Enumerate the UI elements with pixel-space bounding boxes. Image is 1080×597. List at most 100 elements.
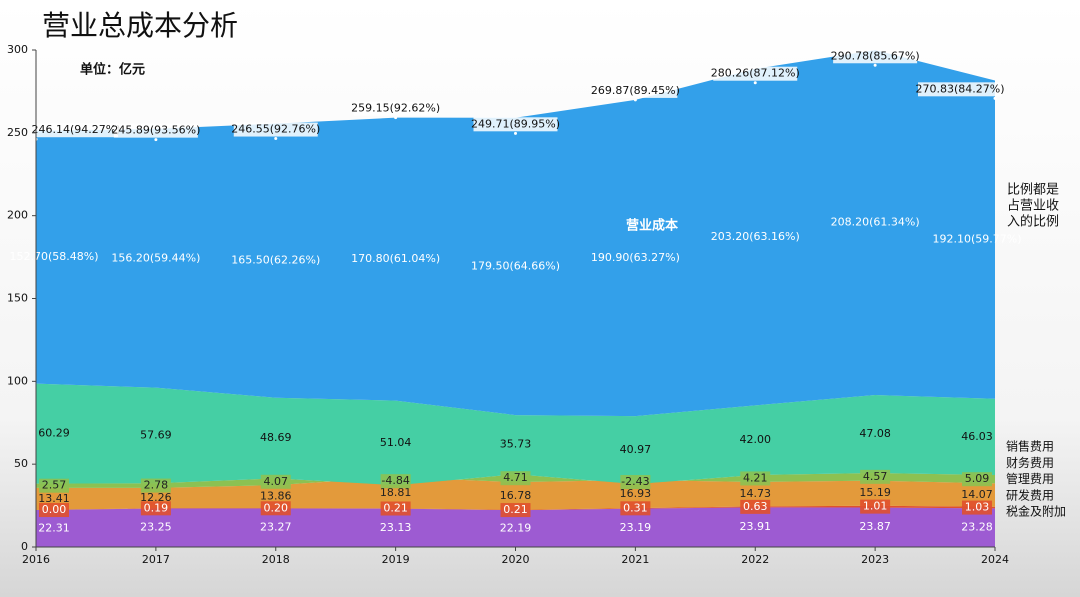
data-label: 23.87 bbox=[859, 520, 891, 533]
label-bg bbox=[833, 49, 918, 64]
y-tick-label: 50 bbox=[14, 457, 28, 470]
label-box bbox=[500, 471, 531, 486]
total-point bbox=[394, 116, 398, 120]
total-point bbox=[274, 137, 278, 141]
data-label: 4.71 bbox=[503, 471, 528, 484]
label-box bbox=[380, 501, 411, 516]
label-box bbox=[39, 478, 69, 493]
label-box bbox=[962, 472, 992, 487]
data-label: 23.27 bbox=[260, 521, 292, 534]
x-tick-label: 2019 bbox=[382, 553, 410, 566]
label-box bbox=[260, 474, 291, 489]
total-label: 246.55(92.76%) bbox=[231, 123, 320, 136]
total-point bbox=[753, 81, 757, 85]
total-point bbox=[514, 131, 517, 135]
unit-label: 单位：亿元 bbox=[80, 62, 145, 78]
total-label: 290.78(85.67%) bbox=[831, 49, 920, 62]
data-label: 2.57 bbox=[42, 479, 67, 492]
data-label: 16.78 bbox=[500, 489, 532, 502]
data-label: 15.19 bbox=[859, 486, 891, 499]
y-tick-label: 100 bbox=[7, 374, 28, 387]
data-label: 0.21 bbox=[503, 503, 528, 516]
annotation: 比例都是 bbox=[1007, 183, 1059, 198]
data-label: 1.01 bbox=[863, 500, 888, 513]
label-bg bbox=[918, 82, 1002, 97]
label-box bbox=[860, 469, 891, 484]
data-label: 2.78 bbox=[144, 479, 169, 492]
label-box bbox=[620, 475, 651, 490]
total-label: 245.89(93.56%) bbox=[111, 124, 200, 137]
total-label: 280.26(87.12%) bbox=[711, 67, 800, 80]
x-tick-label: 2024 bbox=[981, 553, 1009, 566]
data-label: 14.07 bbox=[961, 488, 993, 501]
data-label: 0.21 bbox=[383, 502, 408, 515]
data-label: 42.00 bbox=[740, 433, 772, 446]
total-label: 259.15(92.62%) bbox=[351, 102, 440, 115]
data-label: 0.20 bbox=[264, 501, 289, 514]
data-label: 0.00 bbox=[42, 503, 67, 516]
label-box bbox=[140, 478, 171, 493]
data-label: 179.50(64.66%) bbox=[471, 259, 560, 272]
data-label: 14.73 bbox=[740, 487, 772, 500]
data-label: 0.63 bbox=[743, 500, 768, 513]
x-tick-label: 2022 bbox=[741, 553, 769, 566]
data-label: 23.28 bbox=[961, 521, 993, 534]
label-box bbox=[140, 501, 171, 516]
data-label: 40.97 bbox=[620, 443, 652, 456]
legend-label: 管理费用 bbox=[1006, 471, 1054, 486]
data-label: 165.50(62.26%) bbox=[231, 254, 320, 267]
label-box bbox=[500, 503, 531, 518]
label-box bbox=[740, 471, 771, 486]
label-bg bbox=[473, 117, 558, 132]
label-bg bbox=[233, 122, 318, 137]
data-label: 23.25 bbox=[140, 521, 172, 534]
label-bg bbox=[34, 123, 118, 138]
data-label: 4.21 bbox=[743, 471, 768, 484]
data-label: 152.70(58.48%) bbox=[9, 250, 98, 263]
y-tick-label: 0 bbox=[21, 540, 28, 553]
label-box bbox=[39, 503, 69, 518]
data-label: 170.80(61.04%) bbox=[351, 252, 440, 265]
data-label: -2.43 bbox=[621, 475, 649, 488]
label-box bbox=[962, 500, 992, 515]
total-label: 249.71(89.95%) bbox=[471, 117, 560, 130]
data-label: 0.19 bbox=[144, 501, 169, 514]
annotation: 占营业收 bbox=[1007, 199, 1059, 214]
legend-label: 财务费用 bbox=[1006, 455, 1054, 470]
data-label: 208.20(61.34%) bbox=[831, 216, 920, 229]
area bbox=[36, 383, 995, 486]
data-label: 16.93 bbox=[620, 487, 652, 500]
data-label: 203.20(63.16%) bbox=[711, 230, 800, 243]
legend-label: 销售费用 bbox=[1006, 439, 1054, 454]
label-box bbox=[260, 501, 291, 516]
label-bg bbox=[113, 123, 198, 138]
area bbox=[36, 507, 995, 547]
x-tick-label: 2023 bbox=[861, 553, 889, 566]
data-label: 22.31 bbox=[38, 522, 70, 535]
y-tick-label: 300 bbox=[7, 43, 28, 56]
data-label: 57.69 bbox=[140, 428, 172, 441]
x-tick-label: 2017 bbox=[142, 553, 170, 566]
data-label: 23.91 bbox=[740, 520, 772, 533]
x-tick-label: 2018 bbox=[262, 553, 290, 566]
x-tick-label: 2020 bbox=[502, 553, 530, 566]
y-tick-label: 250 bbox=[7, 126, 28, 139]
label-box bbox=[860, 499, 891, 514]
data-label: 60.29 bbox=[38, 427, 70, 440]
data-label: 46.03 bbox=[961, 430, 993, 443]
label-box bbox=[380, 474, 411, 489]
data-label: 18.81 bbox=[380, 486, 412, 499]
data-label: 4.07 bbox=[264, 475, 289, 488]
data-label: 48.69 bbox=[260, 431, 292, 444]
area bbox=[36, 50, 995, 417]
total-label: 269.87(89.45%) bbox=[591, 84, 680, 97]
data-label: 22.19 bbox=[500, 522, 532, 535]
label-box bbox=[740, 499, 771, 514]
data-label: 23.19 bbox=[620, 521, 652, 534]
legend-label: 营业成本 bbox=[626, 218, 678, 234]
total-label: 270.83(84.27%) bbox=[915, 82, 1004, 95]
legend-label: 研发费用 bbox=[1006, 487, 1054, 502]
plot-area: 22.31 23.25 23.27 23.13 22.19 23.19 23.91 23.87… bbox=[7, 43, 1022, 566]
data-label: 192.10(59.77%) bbox=[932, 233, 1021, 246]
